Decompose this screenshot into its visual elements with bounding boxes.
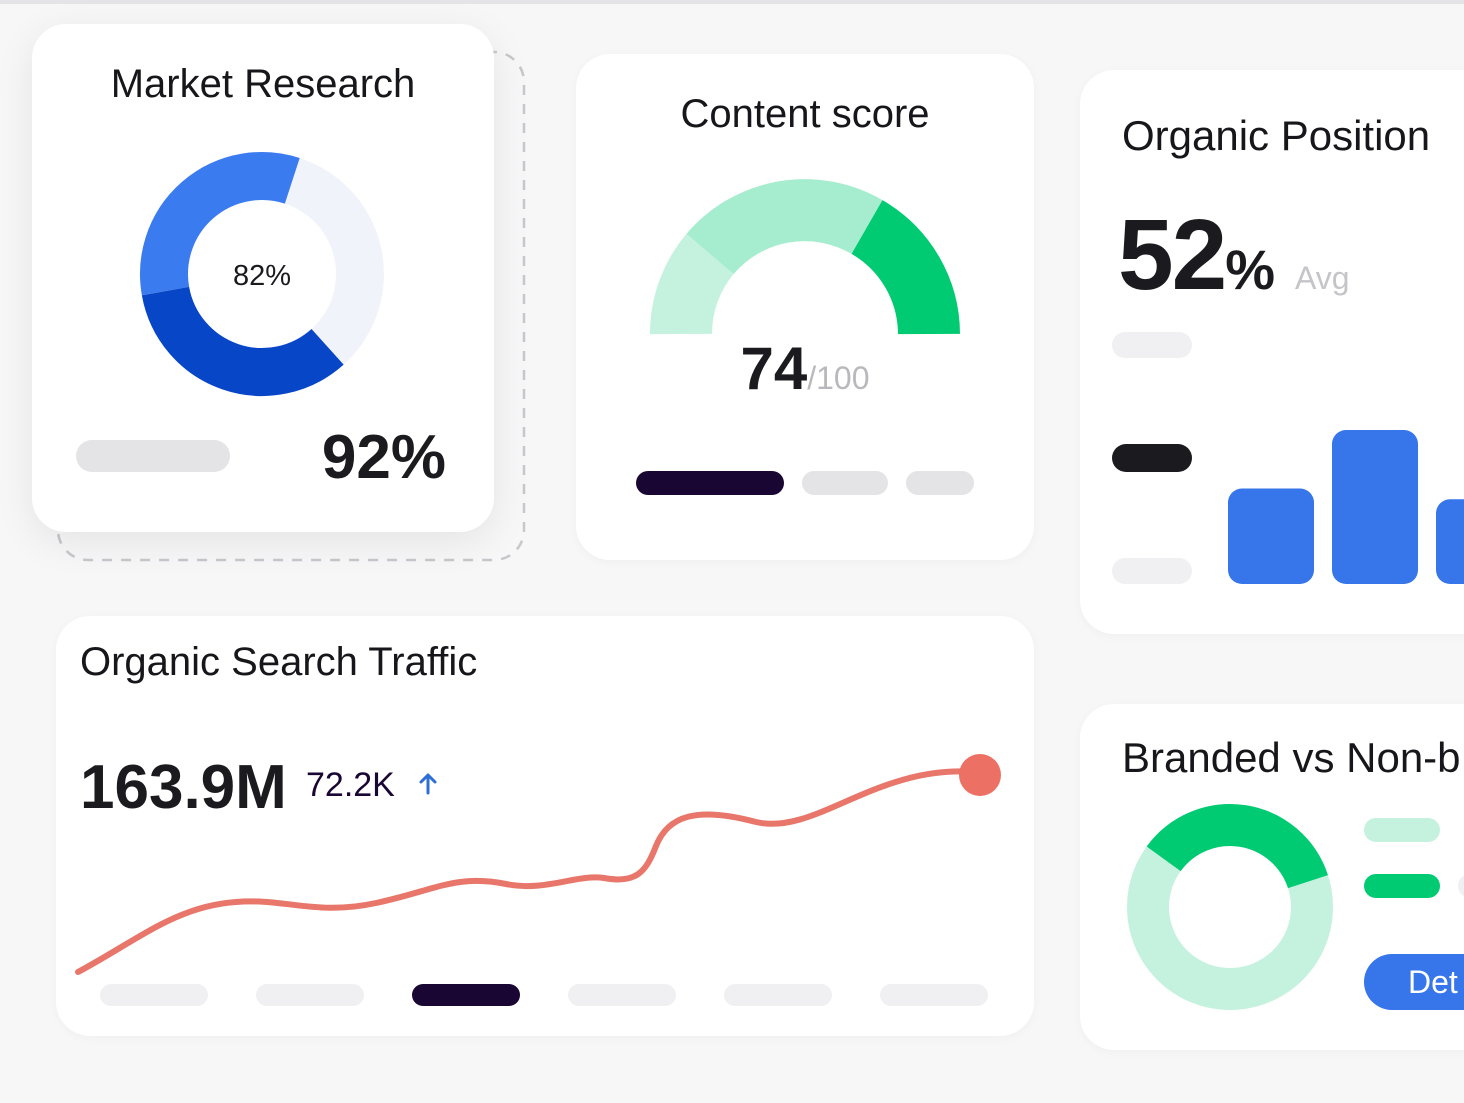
content-score-card[interactable]: Content score 74/100: [576, 54, 1034, 560]
traffic-tab-4[interactable]: [568, 984, 676, 1006]
organic-position-bar-2: [1332, 430, 1418, 584]
traffic-tab-6[interactable]: [880, 984, 988, 1006]
details-button[interactable]: Det: [1364, 954, 1464, 1010]
market-research-card[interactable]: Market Research 82% 92%: [32, 24, 494, 532]
organic-position-bar-1: [1228, 488, 1314, 584]
organic-traffic-card[interactable]: Organic Search Traffic 163.9M 72.2K: [56, 616, 1034, 1036]
market-research-donut-label: 82%: [233, 260, 291, 292]
content-score-number: 74: [740, 335, 808, 402]
organic-traffic-value: 163.9M: [80, 753, 287, 822]
traffic-tab-5[interactable]: [724, 984, 832, 1006]
traffic-line: [75, 768, 979, 975]
market-research-title: Market Research: [110, 62, 416, 106]
traffic-tab-1[interactable]: [100, 984, 208, 1006]
content-score-max: /100: [807, 360, 870, 396]
organic-traffic-chart: [75, 754, 1001, 975]
branded-legend-green: [1364, 874, 1440, 898]
branded-legend-extra: [1458, 874, 1464, 898]
organic-traffic-title: Organic Search Traffic: [80, 640, 478, 684]
organic-traffic-delta: 72.2K: [306, 766, 395, 804]
organic-position-avg: Avg: [1295, 260, 1350, 296]
traffic-tab-2[interactable]: [256, 984, 364, 1006]
traffic-endpoint: [959, 754, 1001, 796]
content-score-value: 74/100: [576, 334, 1034, 403]
organic-position-number: 52: [1118, 199, 1227, 311]
branded-card[interactable]: Branded vs Non-b Det: [1080, 704, 1464, 1050]
market-research-placeholder-bar: [76, 440, 230, 472]
arrow-up-icon: [419, 773, 437, 795]
organic-position-unit: %: [1225, 238, 1276, 301]
market-research-big-value: 92%: [321, 423, 446, 492]
branded-donut: [1127, 804, 1333, 1010]
organic-position-bar-3: [1436, 499, 1464, 584]
content-score-title: Content score: [680, 92, 930, 136]
content-score-tab-3[interactable]: [906, 471, 974, 495]
organic-position-value: 52% Avg: [1118, 198, 1350, 313]
content-score-tab-1[interactable]: [636, 471, 784, 495]
content-score-tab-2[interactable]: [802, 471, 888, 495]
organic-position-placeholder-1: [1112, 332, 1192, 358]
organic-position-legend-dark: [1112, 444, 1192, 472]
organic-position-placeholder-2: [1112, 558, 1192, 584]
branded-legend-light: [1364, 818, 1440, 842]
market-research-donut: 82%: [140, 152, 384, 396]
organic-position-card[interactable]: Organic Position 52% Avg: [1080, 70, 1464, 634]
traffic-tab-3[interactable]: [412, 984, 520, 1006]
content-score-gauge: [649, 179, 960, 336]
organic-position-bars: [1228, 430, 1464, 584]
top-border: [0, 0, 1464, 4]
organic-position-title: Organic Position: [1122, 112, 1431, 159]
branded-title: Branded vs Non-b: [1122, 734, 1461, 781]
